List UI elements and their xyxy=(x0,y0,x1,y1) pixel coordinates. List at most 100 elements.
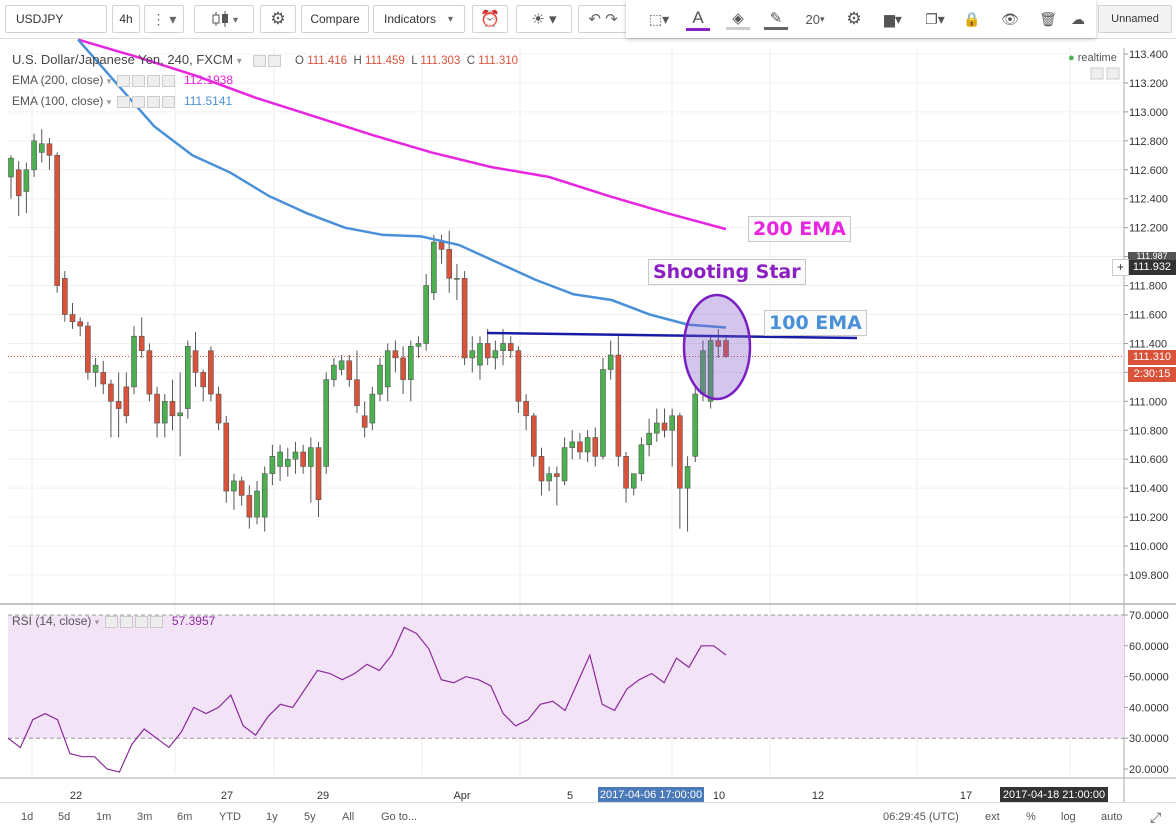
price-tick-label: 110.000 xyxy=(1129,541,1168,553)
layers-icon: ▆▾ xyxy=(884,10,902,27)
delete-button[interactable]: 🗑 xyxy=(1036,6,1060,32)
range-1d[interactable]: 1d xyxy=(21,811,34,823)
annotation-200-ema[interactable]: 200 EMA xyxy=(748,216,851,242)
candle-body xyxy=(284,458,291,467)
legend-control[interactable] xyxy=(119,615,133,628)
candle-body xyxy=(569,441,576,448)
chevron-down-icon[interactable]: ▾ xyxy=(236,56,242,67)
legend-control[interactable] xyxy=(131,74,145,87)
annotation-shooting-star[interactable]: Shooting Star xyxy=(648,259,806,285)
settings-button[interactable]: ⚙ xyxy=(260,5,296,33)
percent-toggle[interactable]: % xyxy=(1026,811,1036,823)
gear-icon: ⚙ xyxy=(846,9,862,28)
indicators-button[interactable]: Indicators ▾ xyxy=(373,5,465,33)
resize-icon[interactable]: ⤢ xyxy=(1150,809,1162,825)
price-chart[interactable]: 113.400 113.200 113.000 112.800 112.600 112.4… xyxy=(0,38,1176,802)
time-tick-label: 17 xyxy=(960,790,972,802)
fill-color-button[interactable]: ◈ xyxy=(724,6,752,32)
legend-control[interactable] xyxy=(161,74,175,87)
time-tick-label: 12 xyxy=(812,790,824,802)
legend-control[interactable] xyxy=(268,54,282,67)
candle-body xyxy=(185,346,191,409)
eye-icon: 👁 xyxy=(1001,10,1019,27)
range-all[interactable]: All xyxy=(342,811,355,823)
annotation-100-ema[interactable]: 100 EMA xyxy=(764,310,867,336)
legend-control[interactable] xyxy=(149,615,163,628)
bottom-bar: 1d 5d 1m 3m 6m YTD 1y 5y All Go to... 06… xyxy=(0,802,1176,831)
cloud-save-button[interactable]: ☁ xyxy=(1066,6,1090,32)
range-5d[interactable]: 5d xyxy=(58,811,71,823)
range-3m[interactable]: 3m xyxy=(137,811,153,823)
range-1y[interactable]: 1y xyxy=(266,811,278,823)
replay-button[interactable]: ☀ ▾ xyxy=(516,5,572,33)
candle-body xyxy=(615,354,622,457)
candle-body xyxy=(338,360,345,370)
interval-menu-button[interactable]: ⋮ ▾ xyxy=(144,5,184,33)
candle-body xyxy=(723,340,729,357)
candle-body xyxy=(131,335,137,388)
chevron-down-icon[interactable]: ▾ xyxy=(94,617,100,627)
legend-control[interactable] xyxy=(146,95,160,108)
legend-control[interactable] xyxy=(104,615,118,628)
chevron-down-icon[interactable]: ▾ xyxy=(106,76,112,86)
symbol-input[interactable]: USDJPY xyxy=(5,5,107,33)
undo-redo-button[interactable]: ↶ ↷ xyxy=(578,5,628,33)
candle-body xyxy=(361,415,368,428)
paint-bucket-icon: ◈ xyxy=(732,9,744,27)
hide-button[interactable]: 👁 xyxy=(998,6,1022,32)
range-6m[interactable]: 6m xyxy=(177,811,193,823)
layout-name-button[interactable]: Unnamed xyxy=(1098,5,1172,33)
legend-control[interactable] xyxy=(116,95,130,108)
interval-selector[interactable]: 4h xyxy=(112,5,140,33)
candle-body xyxy=(546,473,552,482)
chevron-down-icon[interactable]: ▾ xyxy=(106,97,112,107)
shooting-star-circle[interactable] xyxy=(682,293,752,401)
utc-clock[interactable]: 06:29:45 (UTC) xyxy=(883,811,959,823)
line-width-select[interactable]: 20 ▾ xyxy=(798,6,832,32)
auto-toggle[interactable]: auto xyxy=(1101,811,1123,823)
legend-control[interactable] xyxy=(131,95,145,108)
line-color-button[interactable]: ✎ xyxy=(762,6,790,32)
range-1m[interactable]: 1m xyxy=(96,811,112,823)
rsi-band xyxy=(8,615,1124,739)
scale-button[interactable] xyxy=(1106,67,1120,80)
candle-body xyxy=(146,350,153,395)
legend-control[interactable] xyxy=(253,54,267,67)
range-ytd[interactable]: YTD xyxy=(219,811,241,823)
scale-button[interactable] xyxy=(1090,67,1104,80)
log-toggle[interactable]: log xyxy=(1061,811,1076,823)
legend-control[interactable] xyxy=(116,74,130,87)
lock-button[interactable]: 🔒 xyxy=(960,6,984,32)
legend-control[interactable] xyxy=(146,74,160,87)
indicators-label: Indicators xyxy=(384,12,437,26)
o-label: O xyxy=(295,55,304,67)
text-color-button[interactable]: A xyxy=(684,6,712,32)
rsi-line xyxy=(7,626,727,773)
price-tick-label: 112.800 xyxy=(1129,136,1168,148)
candle-body xyxy=(215,393,222,424)
alert-button[interactable]: ⏰ xyxy=(472,5,508,33)
legend-control[interactable] xyxy=(134,615,148,628)
price-tick-label: 110.600 xyxy=(1129,454,1168,466)
candle-body xyxy=(507,343,514,351)
area-select-button[interactable]: ⬚▾ xyxy=(642,6,676,32)
legend-control[interactable] xyxy=(161,95,175,108)
clone-button[interactable]: ❐▾ xyxy=(918,6,952,32)
candle-body xyxy=(584,437,591,453)
drawing-settings-button[interactable]: ⚙ xyxy=(840,6,868,32)
ext-toggle[interactable]: ext xyxy=(985,811,1000,823)
goto-button[interactable]: Go to... xyxy=(381,811,418,823)
bring-front-button[interactable]: ▆▾ xyxy=(876,6,910,32)
candle-body xyxy=(154,393,160,424)
line-width-value: 20 xyxy=(805,11,820,27)
candle-body xyxy=(461,278,468,359)
crosshair-plus-icon[interactable]: + xyxy=(1112,259,1129,276)
resistance-line[interactable] xyxy=(486,331,858,340)
candle-body xyxy=(538,456,545,482)
compare-button[interactable]: Compare xyxy=(301,5,369,33)
range-5y[interactable]: 5y xyxy=(304,811,316,823)
last-price-tag: 111.310 xyxy=(1128,350,1176,365)
alarm-clock-icon: ⏰ xyxy=(480,11,500,28)
chart-style-button[interactable]: ▾ xyxy=(194,5,254,33)
candle-body xyxy=(100,372,107,385)
